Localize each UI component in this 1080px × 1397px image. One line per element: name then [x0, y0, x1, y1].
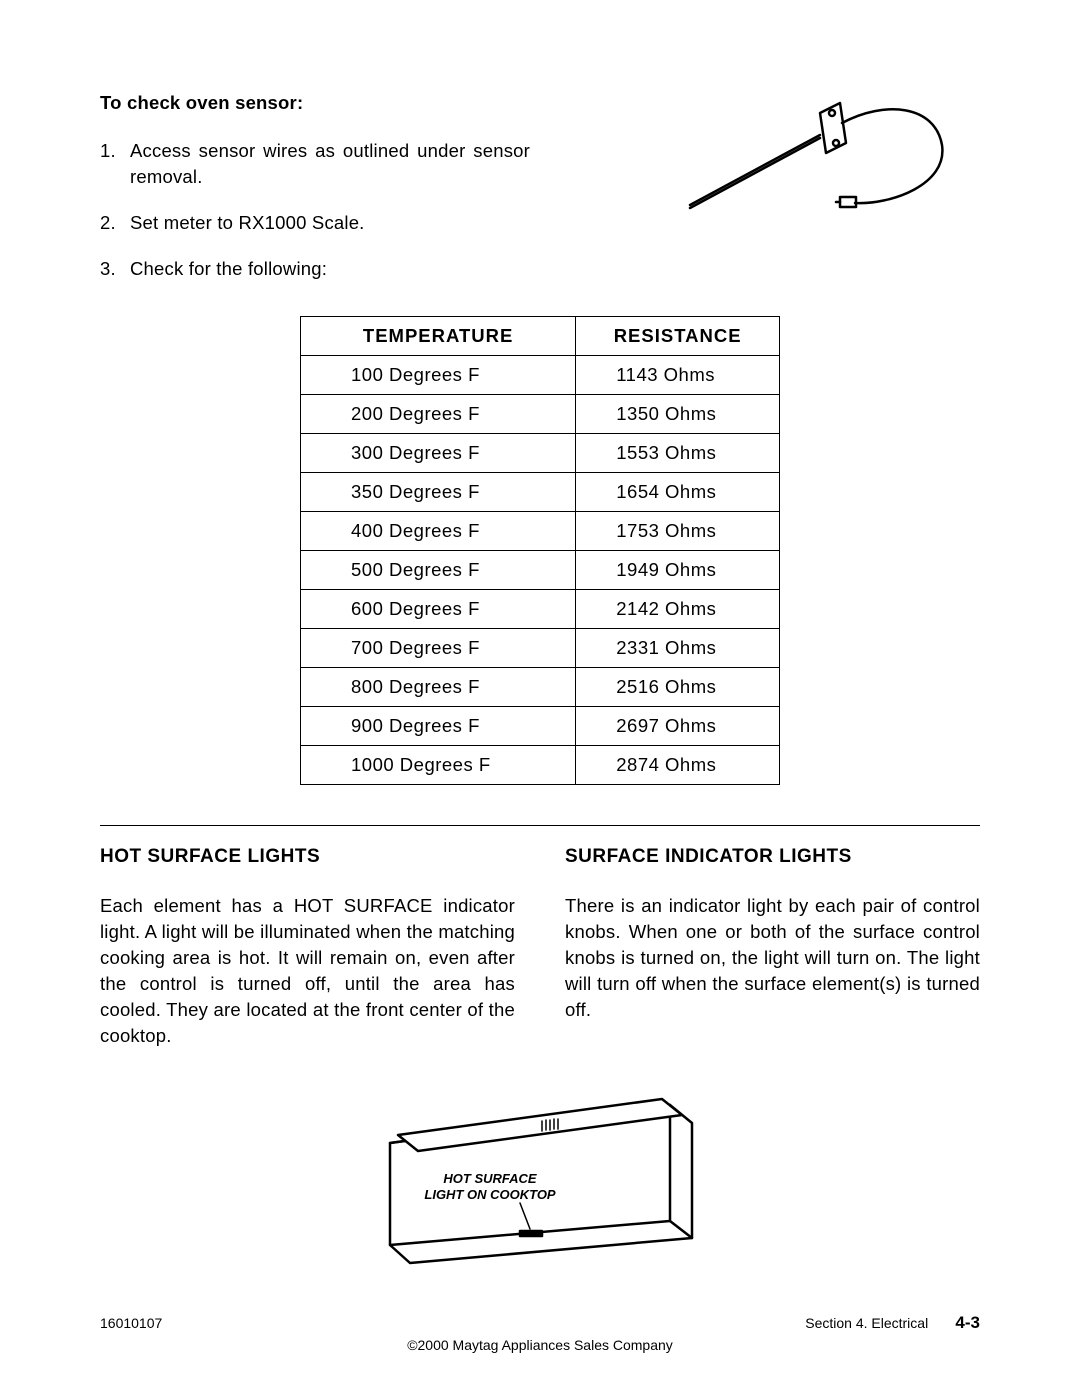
th-temperature: TEMPERATURE: [301, 317, 576, 356]
step-3: 3. Check for the following:: [100, 256, 530, 282]
indicator-column: SURFACE INDICATOR LIGHTS There is an ind…: [565, 844, 980, 1048]
table-row: 100 Degrees F1143 Ohms: [301, 356, 780, 395]
page: To check oven sensor: 1. Access sensor w…: [0, 0, 1080, 1397]
table-header-row: TEMPERATURE RESISTANCE: [301, 317, 780, 356]
cell-temperature: 100 Degrees F: [301, 356, 576, 395]
hot-surface-title: HOT SURFACE LIGHTS: [100, 844, 515, 871]
table-row: 1000 Degrees F2874 Ohms: [301, 746, 780, 785]
cooktop-label-line1: HOT SURFACE: [443, 1171, 537, 1186]
table-row: 350 Degrees F1654 Ohms: [301, 473, 780, 512]
cell-temperature: 200 Degrees F: [301, 395, 576, 434]
table-row: 600 Degrees F2142 Ohms: [301, 590, 780, 629]
cooktop-label-line2: LIGHT ON COOKTOP: [424, 1187, 556, 1202]
indicator-title: SURFACE INDICATOR LIGHTS: [565, 844, 980, 871]
cell-resistance: 2874 Ohms: [576, 746, 780, 785]
step-text-2: Set meter to RX1000 Scale.: [130, 210, 365, 236]
cell-temperature: 800 Degrees F: [301, 668, 576, 707]
step-1: 1. Access sensor wires as outlined under…: [100, 138, 530, 190]
step-text-1: Access sensor wires as outlined under se…: [130, 138, 530, 190]
cell-temperature: 1000 Degrees F: [301, 746, 576, 785]
cell-resistance: 1949 Ohms: [576, 551, 780, 590]
cell-temperature: 500 Degrees F: [301, 551, 576, 590]
instructions-column: To check oven sensor: 1. Access sensor w…: [100, 90, 530, 301]
footer-doc-number: 16010107: [100, 1315, 162, 1331]
oven-sensor-illustration: [680, 85, 960, 235]
top-row: To check oven sensor: 1. Access sensor w…: [100, 90, 980, 301]
table-row: 300 Degrees F1553 Ohms: [301, 434, 780, 473]
cell-resistance: 1654 Ohms: [576, 473, 780, 512]
cell-resistance: 2142 Ohms: [576, 590, 780, 629]
cell-temperature: 900 Degrees F: [301, 707, 576, 746]
two-column-section: HOT SURFACE LIGHTS Each element has a HO…: [100, 844, 980, 1048]
footer-copyright: ©2000 Maytag Appliances Sales Company: [100, 1337, 980, 1353]
step-text-3: Check for the following:: [130, 256, 327, 282]
footer-page-number: 4-3: [955, 1313, 980, 1332]
cell-resistance: 2331 Ohms: [576, 629, 780, 668]
resistance-table: TEMPERATURE RESISTANCE 100 Degrees F1143…: [300, 316, 780, 785]
cell-resistance: 2697 Ohms: [576, 707, 780, 746]
step-num-1: 1.: [100, 138, 130, 190]
step-2: 2. Set meter to RX1000 Scale.: [100, 210, 530, 236]
hot-surface-column: HOT SURFACE LIGHTS Each element has a HO…: [100, 844, 515, 1048]
footer-section: Section 4. Electrical: [805, 1315, 928, 1331]
step-num-3: 3.: [100, 256, 130, 282]
cell-resistance: 1350 Ohms: [576, 395, 780, 434]
cell-temperature: 350 Degrees F: [301, 473, 576, 512]
table-row: 700 Degrees F2331 Ohms: [301, 629, 780, 668]
hot-surface-body: Each element has a HOT SURFACE indicator…: [100, 893, 515, 1048]
cooktop-illustration: HOT SURFACE LIGHT ON COOKTOP: [370, 1083, 710, 1273]
resistance-table-wrap: TEMPERATURE RESISTANCE 100 Degrees F1143…: [300, 316, 780, 785]
cell-resistance: 1553 Ohms: [576, 434, 780, 473]
step-num-2: 2.: [100, 210, 130, 236]
table-row: 800 Degrees F2516 Ohms: [301, 668, 780, 707]
indicator-body: There is an indicator light by each pair…: [565, 893, 980, 1022]
cell-resistance: 2516 Ohms: [576, 668, 780, 707]
page-footer: 16010107 Section 4. Electrical 4-3 ©2000…: [100, 1313, 980, 1353]
check-sensor-title: To check oven sensor:: [100, 90, 530, 116]
cell-temperature: 600 Degrees F: [301, 590, 576, 629]
section-divider: [100, 825, 980, 826]
cell-temperature: 700 Degrees F: [301, 629, 576, 668]
cell-resistance: 1143 Ohms: [576, 356, 780, 395]
cell-temperature: 300 Degrees F: [301, 434, 576, 473]
table-row: 400 Degrees F1753 Ohms: [301, 512, 780, 551]
cell-resistance: 1753 Ohms: [576, 512, 780, 551]
table-row: 900 Degrees F2697 Ohms: [301, 707, 780, 746]
cell-temperature: 400 Degrees F: [301, 512, 576, 551]
th-resistance: RESISTANCE: [576, 317, 780, 356]
table-row: 500 Degrees F1949 Ohms: [301, 551, 780, 590]
table-row: 200 Degrees F1350 Ohms: [301, 395, 780, 434]
